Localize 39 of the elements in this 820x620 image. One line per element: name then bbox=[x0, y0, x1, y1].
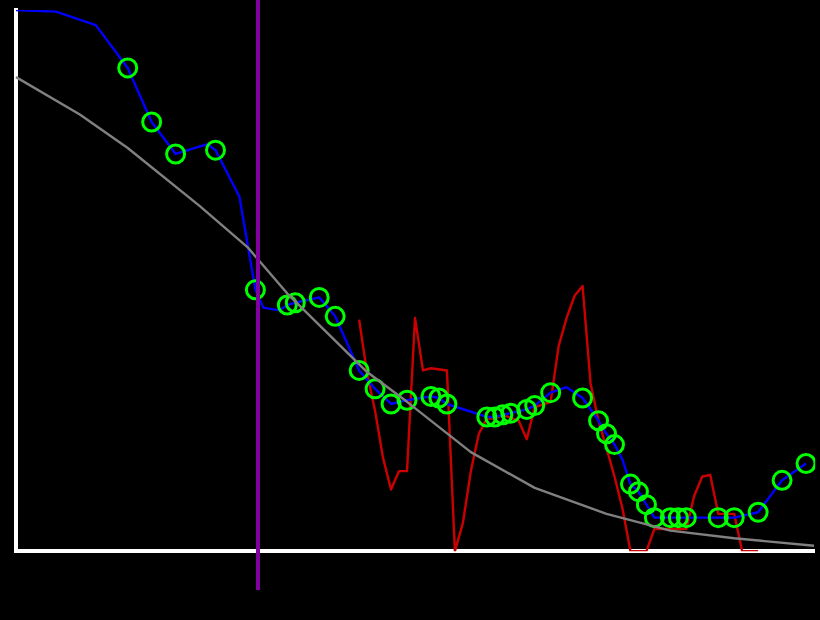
point bbox=[165, 143, 187, 165]
point bbox=[396, 389, 418, 411]
point bbox=[244, 279, 266, 301]
point bbox=[604, 434, 625, 456]
point bbox=[540, 382, 562, 404]
point bbox=[707, 507, 729, 529]
point bbox=[364, 378, 386, 400]
point bbox=[284, 292, 306, 314]
point bbox=[619, 473, 641, 495]
point bbox=[588, 410, 610, 432]
point bbox=[675, 507, 697, 529]
point bbox=[492, 404, 514, 426]
point bbox=[380, 393, 402, 415]
point bbox=[348, 359, 370, 381]
point bbox=[205, 139, 226, 161]
point bbox=[747, 501, 769, 523]
point bbox=[659, 507, 681, 529]
point bbox=[771, 469, 793, 491]
point bbox=[141, 111, 163, 133]
point bbox=[795, 453, 816, 475]
point bbox=[500, 402, 522, 424]
point bbox=[308, 286, 330, 308]
point bbox=[643, 507, 665, 529]
point bbox=[723, 507, 745, 529]
point bbox=[436, 393, 458, 415]
point bbox=[324, 305, 346, 327]
point bbox=[484, 406, 506, 428]
point bbox=[596, 423, 618, 445]
point bbox=[627, 481, 649, 503]
point bbox=[276, 294, 298, 316]
point bbox=[117, 57, 139, 79]
point bbox=[476, 406, 498, 428]
point bbox=[635, 494, 657, 516]
point bbox=[667, 507, 689, 529]
point bbox=[420, 385, 442, 407]
point bbox=[524, 395, 546, 417]
point bbox=[516, 398, 538, 420]
point bbox=[572, 387, 594, 409]
point bbox=[428, 387, 450, 409]
